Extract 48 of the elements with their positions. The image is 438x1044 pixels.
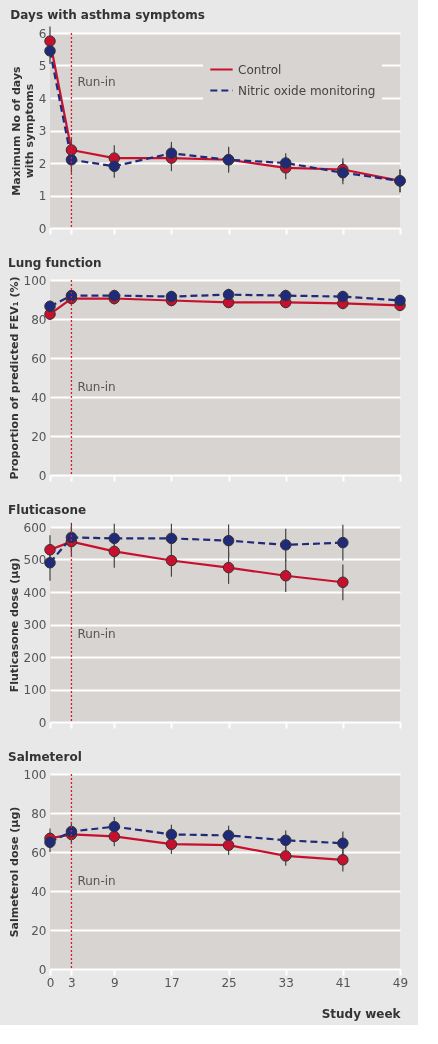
x-tick-label: 49 xyxy=(392,975,409,990)
chart-title: Fluticasone xyxy=(8,503,87,517)
y-tick-label: 0 xyxy=(38,468,47,483)
y-tick-label: 20 xyxy=(31,429,47,444)
legend-label: Nitric oxide monitoring xyxy=(238,83,376,98)
y-tick-label: 40 xyxy=(31,884,47,899)
y-axis-title: Fluticasone dose (µg) xyxy=(7,557,21,693)
y-tick-label: 500 xyxy=(23,553,47,567)
y-tick-label: 60 xyxy=(31,845,47,860)
x-axis-title: Study week xyxy=(321,1006,402,1021)
y-tick-label: 4 xyxy=(38,91,47,106)
x-tick-label: 9 xyxy=(110,975,119,990)
x-tick-label: 33 xyxy=(278,975,294,990)
x-tick-label: 25 xyxy=(221,975,237,990)
ref-line-label: Run-in xyxy=(77,74,116,89)
y-tick-label: 3 xyxy=(38,124,47,138)
ref-line-label: Run-in xyxy=(77,380,116,395)
chart-title: Salmeterol xyxy=(8,750,82,764)
y-tick-label: 20 xyxy=(31,923,47,938)
y-tick-label: 400 xyxy=(23,585,47,600)
y-axis-title: Maximum No of days with symptoms xyxy=(9,65,36,196)
y-tick-label: 100 xyxy=(23,683,47,697)
x-tick-label: 3 xyxy=(68,975,76,990)
chart-title: Days with asthma symptoms xyxy=(10,7,205,22)
y-tick-label: 40 xyxy=(31,390,47,405)
y-axis-title: Salmeterol dose (µg) xyxy=(7,806,21,938)
y-tick-label: 1 xyxy=(38,189,47,203)
y-tick-label: 0 xyxy=(38,962,47,977)
y-tick-label: 600 xyxy=(23,520,47,535)
y-tick-label: 100 xyxy=(23,273,47,288)
y-tick-label: 5 xyxy=(38,59,47,73)
y-tick-label: 200 xyxy=(23,650,47,665)
y-tick-label: 0 xyxy=(38,221,47,236)
y-tick-label: 100 xyxy=(23,767,47,782)
y-tick-label: 80 xyxy=(31,312,47,327)
x-tick-label: 17 xyxy=(164,975,180,990)
y-tick-label: 6 xyxy=(38,26,47,41)
y-tick-label: 80 xyxy=(31,806,47,821)
legend-label: Control xyxy=(238,62,282,77)
y-tick-label: 300 xyxy=(23,618,47,632)
y-tick-label: 60 xyxy=(31,351,47,366)
x-tick-label: 41 xyxy=(335,975,351,990)
chart-title: Lung function xyxy=(8,256,102,270)
y-tick-label: 0 xyxy=(38,715,47,730)
ref-line-label: Run-in xyxy=(77,874,116,889)
ref-line-label: Run-in xyxy=(77,627,116,642)
y-axis-title: Proportion of predicted FEV₁ (%) xyxy=(7,276,21,480)
y-tick-label: 2 xyxy=(38,156,47,171)
